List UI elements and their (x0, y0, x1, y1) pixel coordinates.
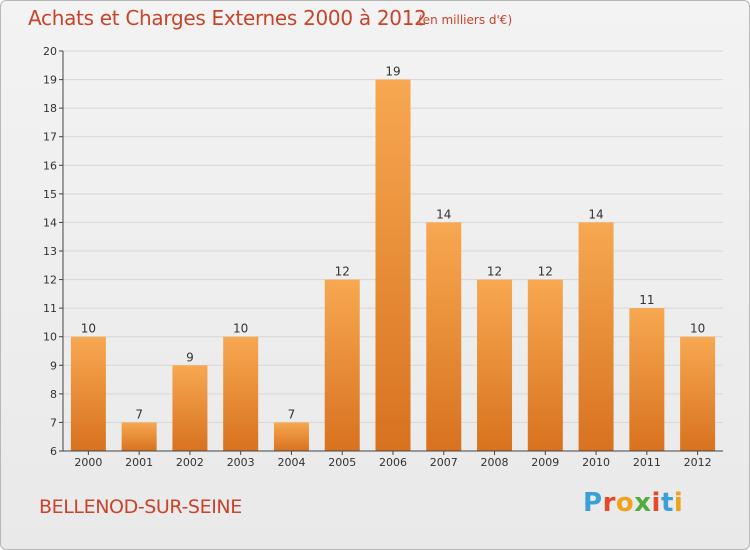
bar-2007 (426, 222, 462, 451)
logo-letter: P (583, 488, 603, 518)
data-label-2002: 9 (186, 350, 194, 364)
logo-letter: t (660, 488, 674, 518)
x-tick-label-2006: 2006 (379, 456, 407, 469)
y-tick-label: 8 (50, 388, 57, 401)
data-label-2000: 10 (81, 322, 96, 336)
x-tick-label-2008: 2008 (481, 456, 509, 469)
y-tick-label: 14 (43, 216, 57, 229)
x-tick-label-2009: 2009 (531, 456, 559, 469)
data-label-2007: 14 (436, 207, 451, 221)
data-label-2012: 10 (690, 322, 705, 336)
data-label-2011: 11 (639, 293, 654, 307)
data-label-2009: 12 (538, 265, 553, 279)
y-tick-label: 19 (43, 74, 57, 87)
chart-title: Achats et Charges Externes 2000 à 2012 (28, 6, 427, 30)
y-tick-label: 10 (43, 331, 57, 344)
bar-2003 (223, 336, 259, 451)
bar-2009 (527, 279, 563, 451)
x-tick-label-2003: 2003 (227, 456, 255, 469)
x-tick-label-2002: 2002 (176, 456, 204, 469)
y-tick-label: 18 (43, 102, 57, 115)
data-label-2008: 12 (487, 265, 502, 279)
x-tick-label-2000: 2000 (74, 456, 102, 469)
bar-2011 (629, 308, 665, 451)
labels-group: 6789101112131415161718192010200072001920… (43, 45, 712, 469)
bar-2001 (121, 422, 157, 451)
data-label-2001: 7 (135, 407, 143, 421)
logo-letter: i (673, 488, 684, 518)
logo-letter: i (651, 488, 661, 518)
y-tick-label: 15 (43, 188, 57, 201)
bar-2008 (477, 279, 513, 451)
proxiti-logo: Proxiti (583, 488, 683, 518)
x-tick-label-2011: 2011 (633, 456, 661, 469)
y-tick-label: 9 (50, 359, 57, 372)
x-tick-label-2005: 2005 (328, 456, 356, 469)
y-tick-label: 13 (43, 245, 57, 258)
x-tick-label-2007: 2007 (430, 456, 458, 469)
y-tick-label: 20 (43, 45, 57, 58)
y-tick-label: 7 (50, 416, 57, 429)
bar-2010 (578, 222, 614, 451)
data-label-2005: 12 (335, 265, 350, 279)
place-name: BELLENOD-SUR-SEINE (39, 496, 242, 518)
bar-2002 (172, 365, 208, 451)
y-tick-label: 6 (50, 445, 57, 458)
bar-2005 (324, 279, 360, 451)
x-tick-label-2001: 2001 (125, 456, 153, 469)
x-tick-label-2010: 2010 (582, 456, 610, 469)
logo-letter: x (634, 488, 652, 518)
data-label-2003: 10 (233, 322, 248, 336)
y-tick-label: 11 (43, 302, 57, 315)
y-tick-label: 17 (43, 131, 57, 144)
x-tick-label-2012: 2012 (684, 456, 712, 469)
data-label-2010: 14 (588, 207, 603, 221)
logo-letter: r (602, 488, 616, 518)
bar-2012 (680, 336, 716, 451)
data-label-2004: 7 (288, 407, 296, 421)
axes-group (59, 50, 723, 455)
bar-2004 (273, 422, 309, 451)
bar-2006 (375, 79, 411, 452)
chart-unit-note: (en milliers d'€) (418, 13, 513, 27)
logo-letter: o (615, 488, 635, 518)
bar-2000 (70, 336, 106, 451)
bars-group (70, 79, 716, 452)
data-label-2006: 19 (385, 65, 400, 79)
y-tick-label: 12 (43, 274, 57, 287)
x-tick-label-2004: 2004 (277, 456, 305, 469)
y-tick-label: 16 (43, 159, 57, 172)
